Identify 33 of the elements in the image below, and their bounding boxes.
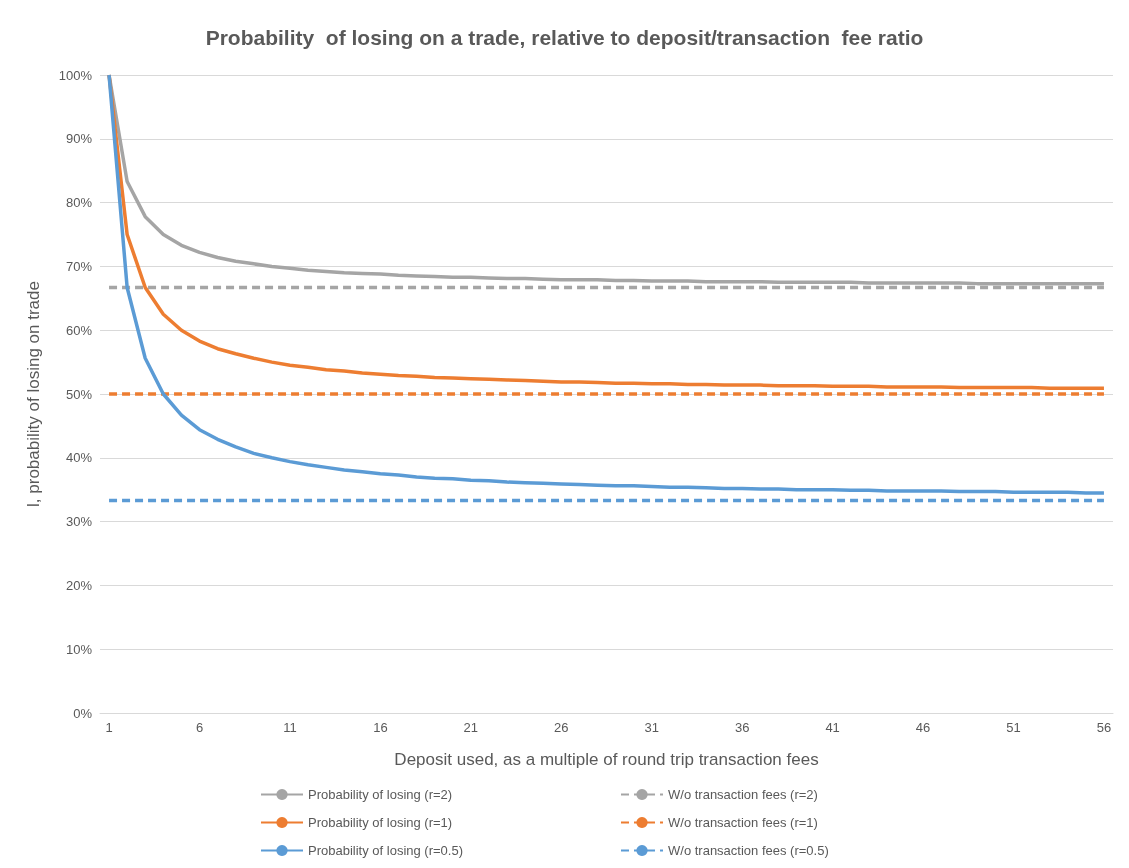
legend-label: W/o transaction fees (r=1) [668,815,818,830]
x-tick-label: 21 [463,720,479,735]
x-tick-label: 51 [1006,720,1021,735]
y-tick-label: 40% [65,450,93,466]
x-axis-title: Deposit used, as a multiple of round trip transaction fees [394,750,819,769]
x-tick-label: 36 [734,720,750,735]
line-series [107,73,1106,495]
y-tick-label: 60% [65,322,93,338]
y-tick-label: 100% [58,67,93,83]
x-tick-label: 46 [915,720,931,735]
x-tick-label: 41 [825,720,840,735]
x-tick-label: 16 [373,720,388,735]
x-tick-label: 31 [644,720,659,735]
y-tick-label: 0% [73,705,93,721]
x-tick-label: 11 [283,720,297,735]
legend-label: W/o transaction fees (r=2) [668,787,818,802]
y-tick-label: 10% [65,641,93,657]
legend-label: Probability of losing (r=2) [308,787,453,802]
x-tick-label: 26 [554,720,569,735]
y-tick-label: 70% [65,258,93,274]
y-tick-label: 90% [65,131,93,147]
y-tick-label: 30% [65,514,93,530]
y-axis-title: l, probability of losing on trade [24,281,43,507]
legend-label: Probability of losing (r=0.5) [308,843,463,858]
legend-label: W/o transaction fees (r=0.5) [668,843,829,858]
x-tick-label: 6 [195,720,204,735]
legend-label: Probability of losing (r=1) [308,815,453,830]
x-tick-label: 56 [1096,720,1112,735]
y-tick-label: 80% [65,195,93,211]
y-tick-label: 20% [65,577,93,593]
chart-title: Probability of losing on a trade, relative to deposit/transaction fee ratio [205,26,924,49]
y-tick-label: 50% [65,386,93,402]
x-tick-label: 1 [105,720,113,735]
